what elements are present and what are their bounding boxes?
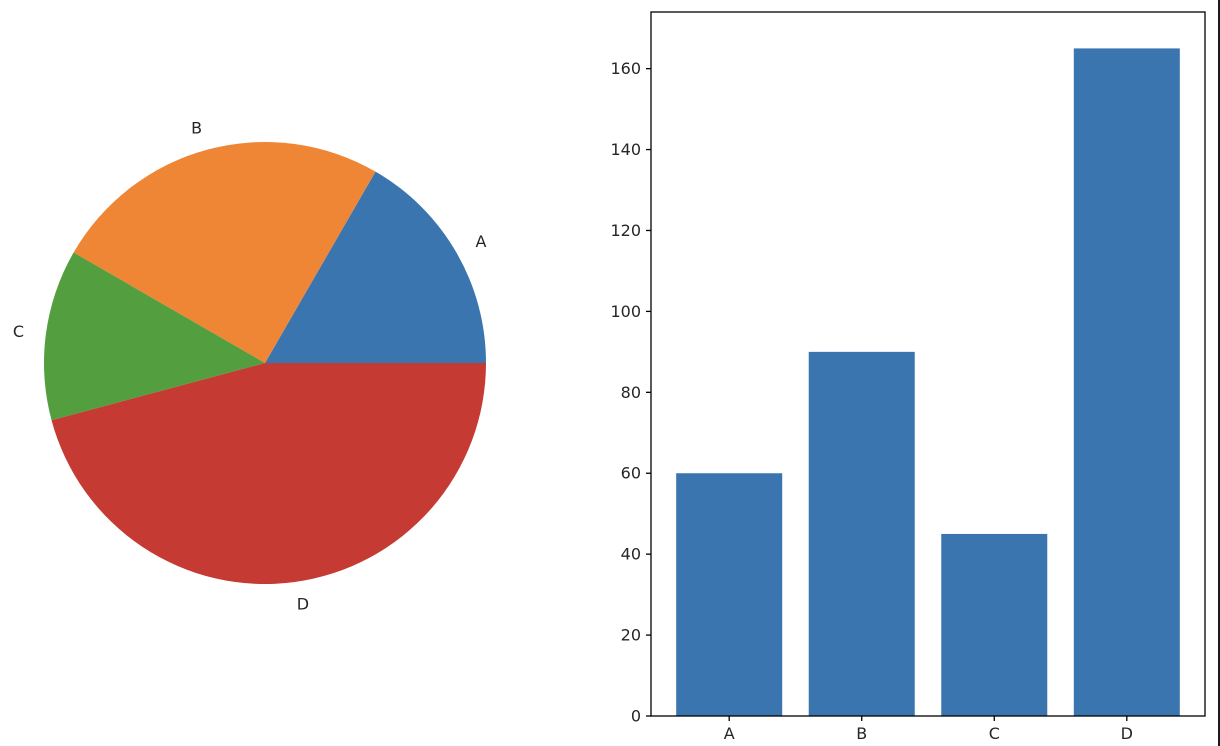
pie-chart: A B C D <box>13 119 487 614</box>
y-tick-label: 60 <box>621 464 641 483</box>
pie-slice-c <box>44 252 265 421</box>
bar-c <box>941 533 1048 716</box>
x-tick-label-c: C <box>989 724 1000 743</box>
bar-d <box>1073 48 1180 717</box>
y-tick-label: 0 <box>631 707 641 726</box>
y-tick-label: 120 <box>610 221 641 240</box>
bar-plot-frame <box>650 11 1206 717</box>
pie-label-b: B <box>191 119 202 138</box>
x-tick-label-a: A <box>724 724 735 743</box>
x-tick-label-b: B <box>856 724 867 743</box>
pie-label-c: C <box>13 322 24 341</box>
window-edge <box>1218 0 1220 746</box>
y-tick-label: 160 <box>610 59 641 78</box>
y-axis: 0 20 40 60 80 100 120 140 160 <box>610 59 651 726</box>
bar-a <box>676 473 783 716</box>
pie-slice-d <box>51 363 486 585</box>
bar-chart: 0 20 40 60 80 100 120 140 160 A B C D <box>610 11 1206 743</box>
bar-series <box>676 48 1180 717</box>
y-tick-label: 140 <box>610 140 641 159</box>
y-tick-label: 100 <box>610 302 641 321</box>
pie-slice-b <box>73 142 376 363</box>
bar-b <box>808 351 915 716</box>
pie-slice-a <box>265 171 486 363</box>
pie-label-a: A <box>476 232 487 251</box>
y-tick-label: 40 <box>621 545 641 564</box>
y-tick-label: 80 <box>621 383 641 402</box>
pie-label-d: D <box>297 595 309 614</box>
x-tick-label-d: D <box>1121 724 1133 743</box>
x-axis: A B C D <box>724 716 1133 743</box>
y-tick-label: 20 <box>621 626 641 645</box>
